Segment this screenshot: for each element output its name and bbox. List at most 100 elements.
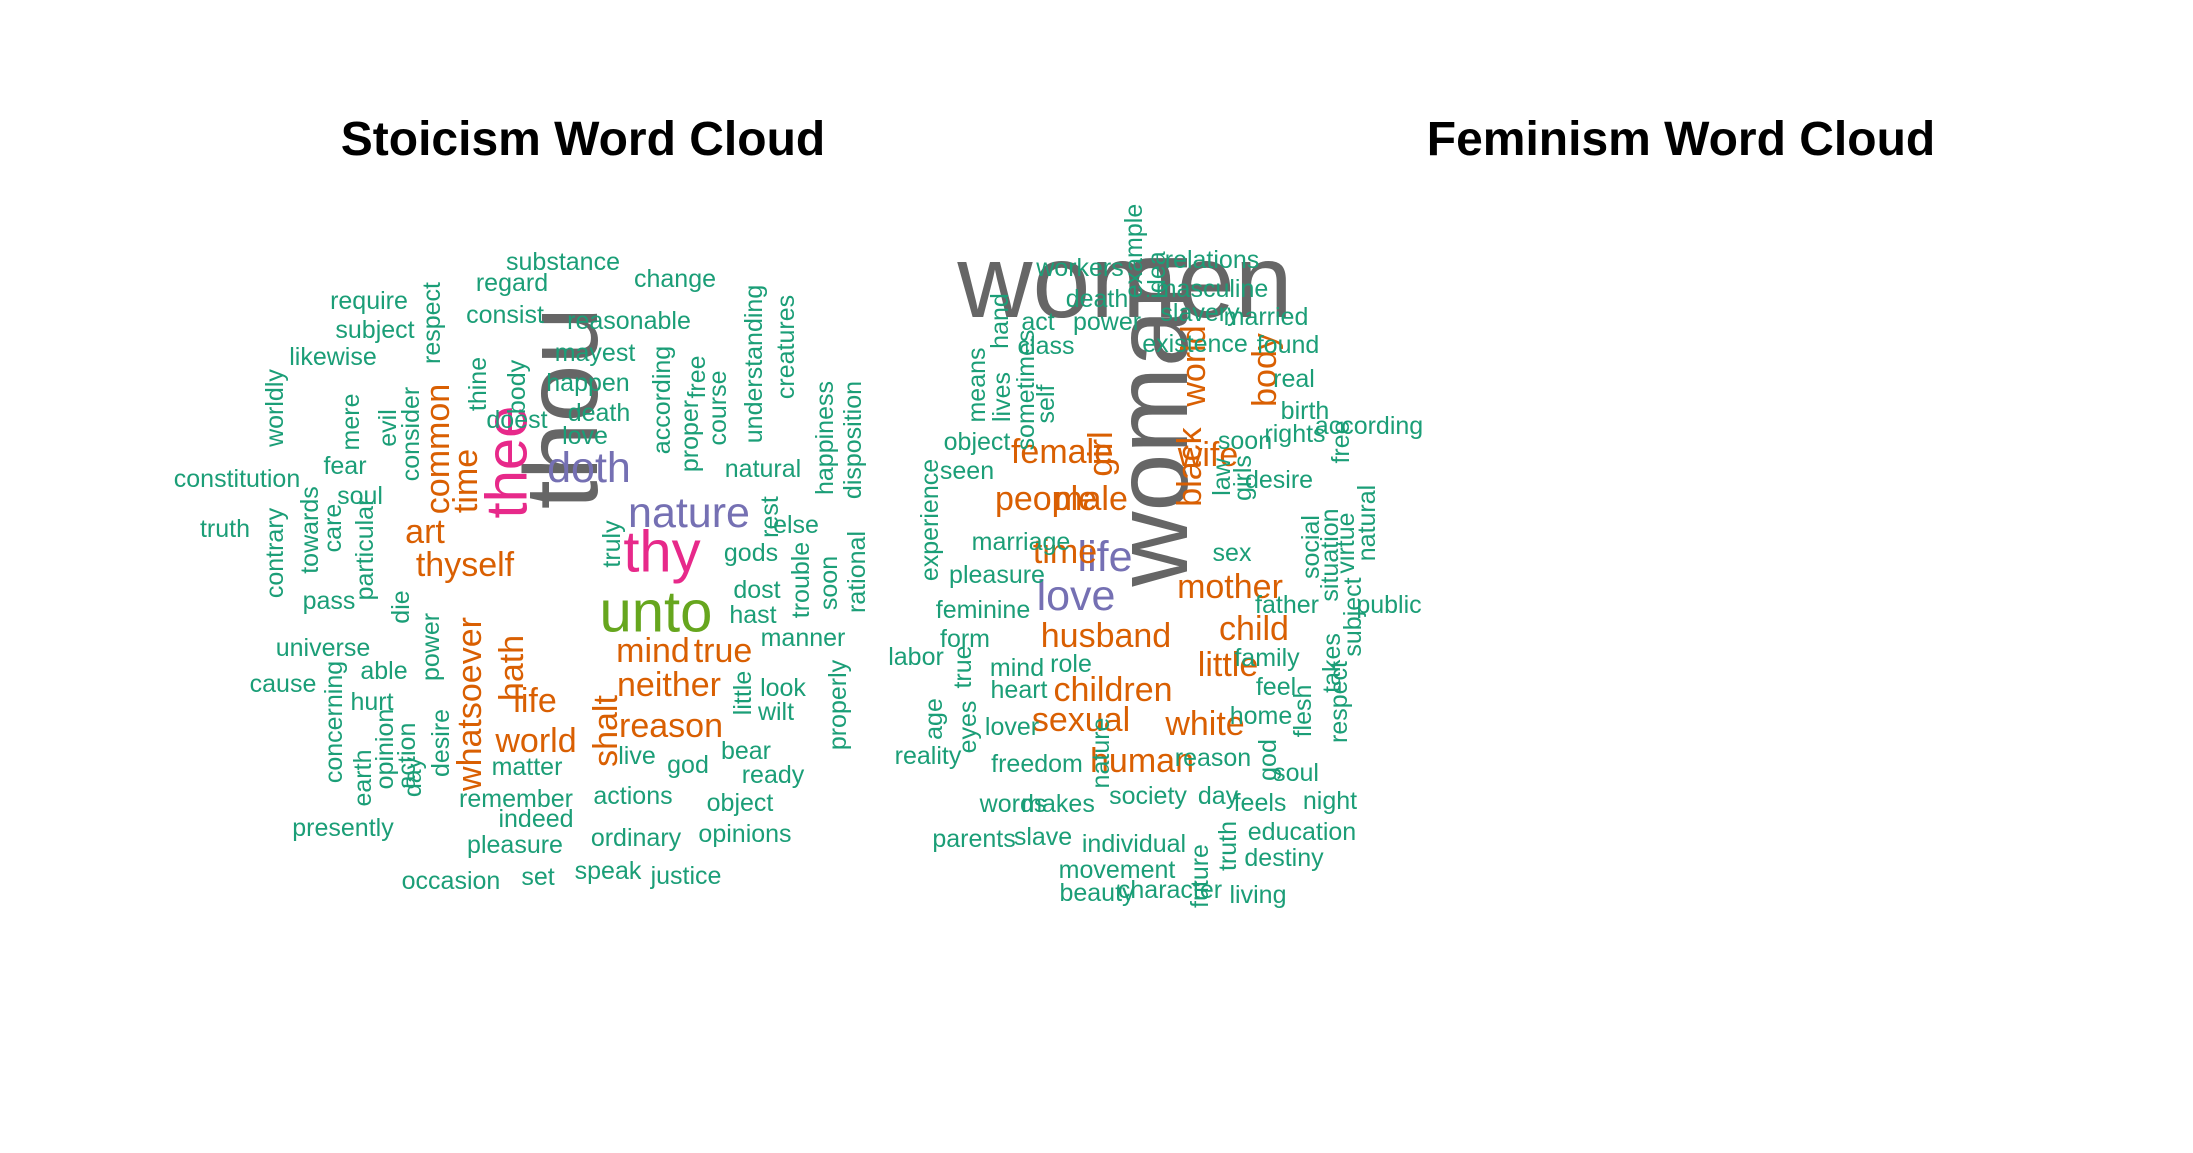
word-rest: rest — [756, 496, 784, 538]
word-rights: rights — [1264, 420, 1325, 448]
word-death: death — [1066, 285, 1129, 313]
word-hast: hast — [729, 601, 776, 629]
word-life: life — [1078, 533, 1133, 581]
word-earth: earth — [349, 750, 377, 807]
word-respect: respect — [1325, 661, 1353, 743]
word-according: according — [648, 346, 676, 454]
word-particular: particular — [351, 498, 379, 601]
word-sexual: sexual — [1032, 701, 1130, 739]
word-soul: soul — [1273, 759, 1319, 787]
word-opinion: opinion — [371, 709, 399, 790]
word-labor: labor — [888, 643, 944, 671]
word-living: living — [1230, 881, 1287, 909]
word-remember: remember — [459, 785, 573, 813]
word-women: women — [956, 224, 1292, 340]
word-real: real — [1273, 365, 1315, 393]
word-hurt: hurt — [350, 688, 393, 716]
word-set: set — [521, 863, 554, 891]
word-girls: girls — [1229, 455, 1257, 501]
word-love: love — [562, 422, 608, 450]
word-dost: dost — [733, 576, 780, 604]
word-according: according — [1315, 412, 1423, 440]
word-else: else — [773, 511, 819, 539]
word-slave: slave — [1014, 823, 1072, 851]
word-mind: mind — [990, 654, 1044, 682]
word-happen: happen — [546, 369, 629, 397]
feminism-cloud-title: Feminism Word Cloud — [1426, 113, 1936, 166]
word-lives: lives — [988, 372, 1016, 422]
word-parents: parents — [932, 825, 1015, 853]
word-sometimes: sometimes — [1012, 330, 1040, 451]
stoicism-cloud-title: Stoicism Word Cloud — [340, 113, 826, 166]
word-universe: universe — [276, 634, 371, 662]
word-speak: speak — [575, 857, 642, 885]
word-eyes: eyes — [954, 701, 982, 754]
word-form: form — [940, 625, 990, 653]
word-respect: respect — [418, 282, 446, 364]
word-free: free — [1327, 420, 1355, 463]
word-constitution: constitution — [174, 465, 300, 493]
word-action: action — [393, 723, 421, 790]
word-marriage: marriage — [972, 528, 1071, 556]
word-god: god — [1254, 739, 1282, 781]
word-nature: nature — [1087, 718, 1115, 789]
word-role: role — [1050, 650, 1092, 678]
word-reason: reason — [1175, 744, 1251, 772]
word-natural: natural — [1353, 485, 1381, 561]
word-home: home — [1230, 702, 1293, 730]
word-object: object — [707, 789, 774, 817]
word-die: die — [387, 590, 415, 623]
word-human: human — [1090, 742, 1194, 780]
word-occasion: occasion — [402, 867, 501, 895]
word-free: free — [683, 355, 711, 398]
word-worldly: worldly — [261, 369, 289, 448]
word-family: family — [1234, 644, 1300, 672]
word-takes: takes — [1318, 633, 1346, 693]
word-towards: towards — [296, 486, 324, 574]
word-subject: subject — [1339, 577, 1367, 656]
word-thy: thy — [623, 520, 700, 585]
word-neither: neither — [617, 666, 721, 704]
word-idea: idea — [1143, 251, 1171, 298]
word-body: body — [1246, 333, 1284, 407]
word-presently: presently — [292, 814, 394, 842]
word-means: means — [963, 347, 991, 422]
word-reason: reason — [619, 707, 723, 745]
feminism-word-cloud-panel: Feminism Word Cloud women woman life love fe… — [888, 0, 2192, 1153]
word-hand: hand — [986, 293, 1014, 349]
word-consist: consist — [466, 301, 544, 329]
word-creatures: creatures — [772, 295, 800, 399]
word-indeed: indeed — [498, 805, 573, 833]
word-situation: situation — [1316, 508, 1344, 601]
word-birth: birth — [1281, 397, 1330, 425]
word-natural: natural — [725, 455, 801, 483]
word-age: age — [920, 698, 948, 740]
word-world: world — [494, 722, 576, 760]
word-ordinary: ordinary — [591, 824, 682, 852]
word-opinions: opinions — [698, 820, 791, 848]
word-desire: desire — [427, 709, 455, 777]
word-nature: nature — [628, 489, 750, 537]
word-pleasure: pleasure — [467, 831, 563, 859]
word-proper: proper — [676, 400, 704, 472]
word-night: night — [1303, 787, 1357, 815]
word-little: little — [729, 671, 757, 715]
word-workers: workers — [1035, 254, 1124, 282]
word-world: world — [1175, 325, 1213, 407]
word-consider: consider — [397, 387, 425, 482]
word-common: common — [419, 384, 457, 514]
word-slavery: slavery — [1160, 299, 1240, 327]
word-words: words — [979, 790, 1047, 818]
word-husband: husband — [1041, 617, 1171, 655]
word-justice: justice — [650, 862, 722, 890]
word-thou: thou — [504, 307, 620, 509]
word-woman: woman — [1094, 251, 1210, 587]
word-feel: feel — [1256, 673, 1296, 701]
word-relations: relations — [1165, 246, 1260, 274]
word-manner: manner — [761, 624, 846, 652]
word-substance: substance — [506, 248, 620, 276]
word-beauty: beauty — [1059, 879, 1135, 907]
word-true: true — [949, 645, 977, 688]
word-happiness: happiness — [811, 381, 839, 495]
